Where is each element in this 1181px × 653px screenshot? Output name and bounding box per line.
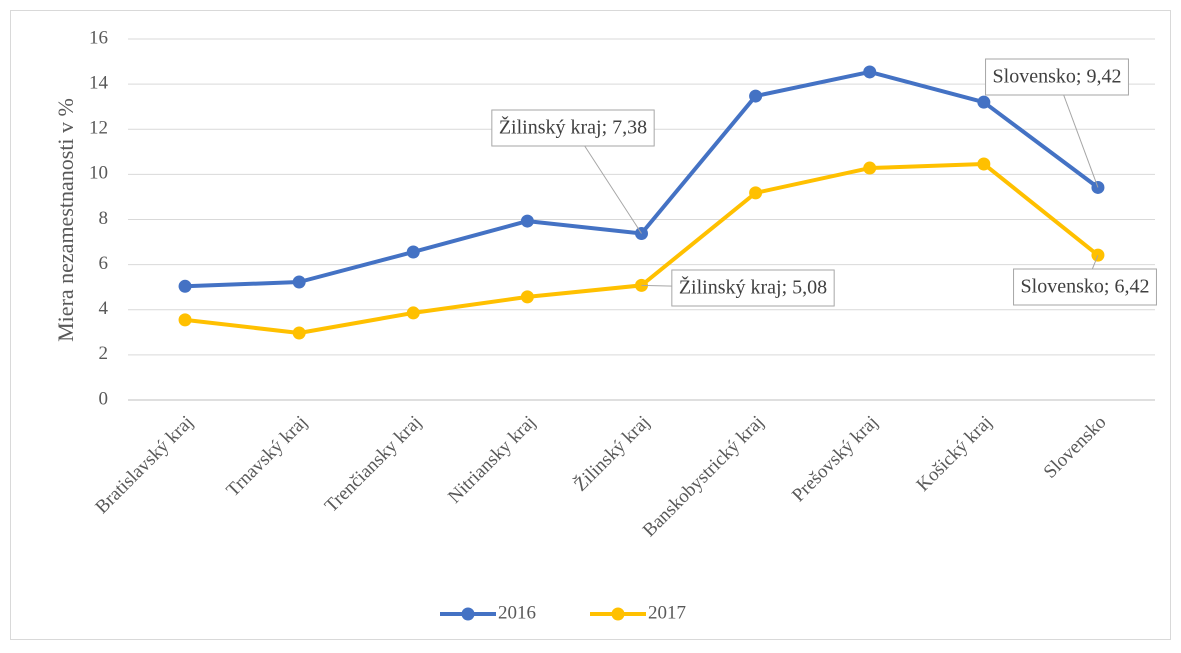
y-tick-label: 10 bbox=[89, 163, 108, 184]
label-box bbox=[671, 269, 835, 307]
label-box bbox=[1013, 268, 1157, 306]
marker bbox=[863, 161, 877, 175]
y-tick-label: 12 bbox=[89, 118, 108, 139]
marker bbox=[178, 313, 192, 327]
marker bbox=[292, 275, 306, 289]
y-axis-title: Miera nezamestnanosti v % bbox=[53, 98, 78, 342]
label-box bbox=[491, 109, 655, 147]
data-label: Žilinský kraj; 5,08 bbox=[641, 269, 835, 307]
data-label-text: Žilinský kraj; 5,08 bbox=[679, 276, 827, 299]
y-tick-label: 4 bbox=[99, 298, 109, 319]
data-label-text: Slovensko; 6,42 bbox=[1021, 276, 1150, 298]
y-tick-label: 14 bbox=[89, 72, 109, 93]
y-tick-label: 2 bbox=[99, 343, 109, 364]
y-tick-label: 16 bbox=[89, 27, 108, 48]
marker bbox=[977, 157, 991, 171]
data-label: Žilinský kraj; 7,38 bbox=[491, 109, 655, 234]
y-tick-label: 6 bbox=[99, 253, 109, 274]
y-tick-label: 8 bbox=[99, 208, 109, 229]
y-tick-label: 0 bbox=[99, 388, 109, 409]
data-label-text: Žilinský kraj; 7,38 bbox=[499, 116, 647, 139]
label-box bbox=[985, 58, 1129, 96]
marker bbox=[292, 326, 306, 340]
marker bbox=[977, 95, 991, 109]
marker bbox=[406, 245, 420, 259]
data-label: Slovensko; 6,42 bbox=[1013, 254, 1157, 306]
marker bbox=[406, 306, 420, 320]
marker bbox=[749, 186, 763, 200]
data-label-text: Slovensko; 9,42 bbox=[993, 66, 1122, 88]
legend-label: 2017 bbox=[648, 602, 686, 623]
marker bbox=[749, 89, 763, 103]
legend-marker bbox=[611, 607, 625, 621]
marker bbox=[520, 290, 534, 304]
legend-marker bbox=[461, 607, 475, 621]
marker bbox=[863, 65, 877, 79]
marker bbox=[178, 279, 192, 293]
marker bbox=[520, 214, 534, 228]
data-label: Slovensko; 9,42 bbox=[985, 58, 1129, 188]
legend-label: 2016 bbox=[498, 602, 536, 623]
